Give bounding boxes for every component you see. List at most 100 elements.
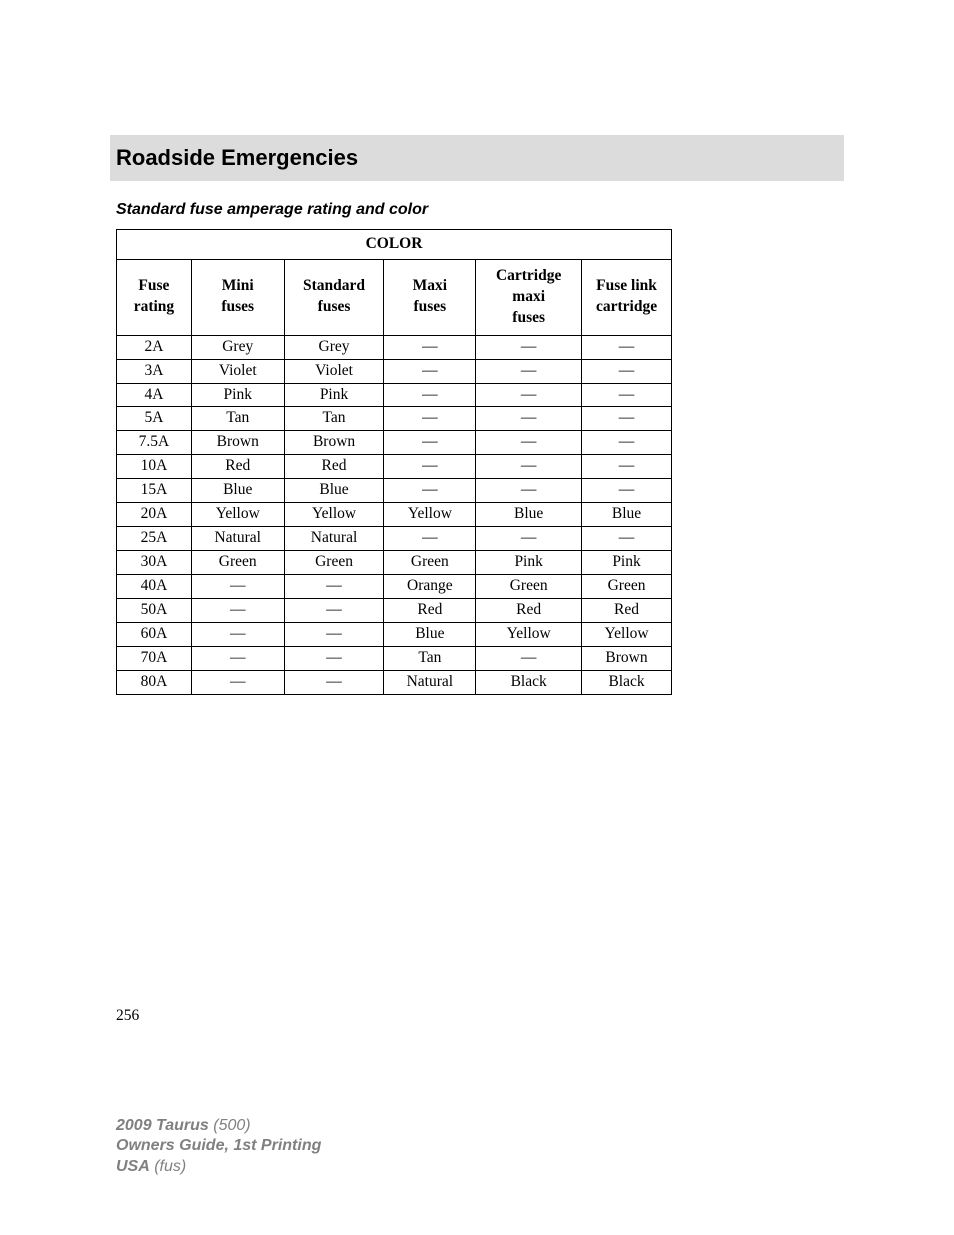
table-cell: — [384, 479, 476, 503]
table-row: 40A——OrangeGreenGreen [117, 574, 672, 598]
table-cell: Natural [191, 527, 284, 551]
section-header-bar: Roadside Emergencies [110, 135, 844, 181]
table-cell: Green [191, 550, 284, 574]
footer-region-code: (fus) [150, 1158, 186, 1175]
table-row: 4APinkPink——— [117, 383, 672, 407]
table-row: 10ARedRed——— [117, 455, 672, 479]
table-cell: — [284, 622, 384, 646]
table-cell: 70A [117, 646, 192, 670]
table-cell: 4A [117, 383, 192, 407]
table-cell: 20A [117, 503, 192, 527]
table-row: 80A——NaturalBlackBlack [117, 670, 672, 694]
table-cell: — [476, 359, 582, 383]
table-cell: Blue [191, 479, 284, 503]
table-cell: Red [384, 598, 476, 622]
table-cell: Blue [284, 479, 384, 503]
table-cell: Yellow [582, 622, 672, 646]
table-cell: — [582, 431, 672, 455]
table-cell: — [476, 646, 582, 670]
table-cell: 3A [117, 359, 192, 383]
table-cell: Tan [191, 407, 284, 431]
table-cell: Red [582, 598, 672, 622]
table-row: 60A——BlueYellowYellow [117, 622, 672, 646]
table-cell: Grey [284, 335, 384, 359]
table-cell: Natural [384, 670, 476, 694]
table-cell: Pink [284, 383, 384, 407]
column-header: Fuserating [117, 259, 192, 335]
table-cell: — [384, 431, 476, 455]
table-row: 15ABlueBlue——— [117, 479, 672, 503]
table-cell: 80A [117, 670, 192, 694]
table-cell: — [476, 383, 582, 407]
table-cell: — [284, 574, 384, 598]
table-cell: Blue [476, 503, 582, 527]
table-row: 5ATanTan——— [117, 407, 672, 431]
table-cell: Pink [582, 550, 672, 574]
table-row: 7.5ABrownBrown——— [117, 431, 672, 455]
table-cell: 15A [117, 479, 192, 503]
table-cell: Pink [191, 383, 284, 407]
table-cell: — [582, 359, 672, 383]
table-cell: Yellow [284, 503, 384, 527]
table-header-row: FuseratingMinifusesStandardfusesMaxifuse… [117, 259, 672, 335]
page-number: 256 [116, 1007, 139, 1025]
table-row: 30AGreenGreenGreenPinkPink [117, 550, 672, 574]
subsection-title: Standard fuse amperage rating and color [110, 201, 844, 219]
table-cell: Red [284, 455, 384, 479]
footer-model-code: (500) [209, 1117, 251, 1134]
table-row: 25ANaturalNatural——— [117, 527, 672, 551]
table-cell: Tan [384, 646, 476, 670]
table-cell: 30A [117, 550, 192, 574]
table-cell: — [384, 527, 476, 551]
column-header: Fuse linkcartridge [582, 259, 672, 335]
table-cell: Pink [476, 550, 582, 574]
table-cell: — [476, 431, 582, 455]
table-cell: — [191, 670, 284, 694]
table-cell: — [582, 479, 672, 503]
table-cell: — [476, 527, 582, 551]
column-header: Minifuses [191, 259, 284, 335]
table-cell: Red [476, 598, 582, 622]
table-cell: — [582, 383, 672, 407]
table-cell: — [582, 335, 672, 359]
table-cell: Red [191, 455, 284, 479]
table-cell: Natural [284, 527, 384, 551]
table-cell: 40A [117, 574, 192, 598]
table-cell: — [384, 359, 476, 383]
table-cell: — [191, 646, 284, 670]
table-cell: Green [284, 550, 384, 574]
table-cell: — [284, 670, 384, 694]
table-row: 50A——RedRedRed [117, 598, 672, 622]
table-cell: — [476, 479, 582, 503]
table-cell: — [384, 383, 476, 407]
table-cell: 50A [117, 598, 192, 622]
footer-line-2: Owners Guide, 1st Printing [116, 1136, 321, 1156]
table-cell: — [191, 574, 284, 598]
table-cell: — [191, 622, 284, 646]
table-cell: — [476, 407, 582, 431]
table-cell: Blue [384, 622, 476, 646]
section-title: Roadside Emergencies [116, 145, 844, 171]
column-header: Maxifuses [384, 259, 476, 335]
table-cell: 60A [117, 622, 192, 646]
table-cell: 7.5A [117, 431, 192, 455]
table-cell: Tan [284, 407, 384, 431]
table-cell: — [476, 455, 582, 479]
table-cell: 10A [117, 455, 192, 479]
table-row: 2AGreyGrey——— [117, 335, 672, 359]
table-cell: Orange [384, 574, 476, 598]
table-cell: — [384, 407, 476, 431]
table-cell: 25A [117, 527, 192, 551]
table-cell: — [582, 527, 672, 551]
table-row: 70A——Tan—Brown [117, 646, 672, 670]
footer-model: 2009 Taurus [116, 1117, 209, 1134]
document-footer: 2009 Taurus (500) Owners Guide, 1st Prin… [116, 1116, 321, 1177]
table-group-header: COLOR [117, 230, 672, 260]
table-group-header-row: COLOR [117, 230, 672, 260]
table-cell: Yellow [384, 503, 476, 527]
table-cell: Black [582, 670, 672, 694]
table-cell: Green [476, 574, 582, 598]
footer-line-1: 2009 Taurus (500) [116, 1116, 321, 1136]
table-row: 20AYellowYellowYellowBlueBlue [117, 503, 672, 527]
table-cell: 5A [117, 407, 192, 431]
